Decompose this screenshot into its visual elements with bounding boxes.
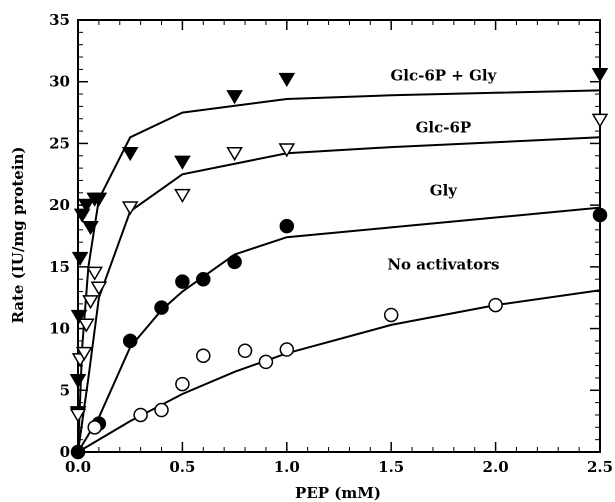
- fit-lines: [77, 89, 601, 453]
- fit-line: [77, 89, 601, 453]
- x-tick-label: 1.0: [274, 458, 300, 476]
- x-axis-title: PEP (mM): [295, 484, 381, 502]
- data-point: [122, 333, 138, 349]
- data-point: [196, 271, 211, 287]
- data-point: [279, 218, 295, 234]
- series-label: Glc-6P: [416, 118, 472, 136]
- data-point: [87, 420, 102, 435]
- data-point: [154, 300, 169, 315]
- x-tick-label: 0.5: [169, 458, 195, 476]
- series-label: No activators: [387, 255, 499, 273]
- y-tick-label: 10: [49, 320, 70, 338]
- data-point: [75, 346, 93, 362]
- y-tick-label: 25: [49, 134, 70, 152]
- data-point: [174, 188, 191, 204]
- x-tick-label: 2.0: [483, 458, 509, 476]
- data-point: [278, 143, 296, 158]
- y-tick-label: 20: [49, 196, 70, 214]
- plot-frame: [77, 19, 601, 453]
- fit-line: [77, 136, 601, 453]
- data-point: [226, 90, 243, 105]
- data-point: [78, 318, 95, 333]
- data-point: [78, 198, 95, 213]
- data-point: [82, 221, 99, 236]
- data-point: [278, 72, 296, 88]
- data-point: [73, 208, 91, 223]
- data-point: [237, 343, 253, 359]
- y-tick-label: 35: [49, 11, 70, 29]
- y-tick-label: 5: [60, 381, 70, 399]
- data-point: [133, 407, 148, 423]
- data-point: [227, 254, 242, 270]
- plot-border: [77, 19, 601, 453]
- y-axis-title: Rate (IU/mg protein): [9, 146, 27, 323]
- y-tick-label: 30: [49, 73, 70, 91]
- data-point: [82, 295, 99, 310]
- data-point: [121, 201, 139, 216]
- data-point: [174, 155, 191, 170]
- y-tick-label: 0: [60, 443, 70, 461]
- data-point: [591, 113, 609, 128]
- series-label: Gly: [430, 181, 459, 199]
- data-point: [70, 309, 88, 325]
- data-point: [154, 402, 169, 418]
- x-tick-label: 2.5: [587, 458, 613, 476]
- data-point: [258, 354, 274, 370]
- data-point: [175, 376, 190, 392]
- fit-line: [77, 289, 601, 453]
- data-point: [69, 408, 87, 423]
- data-point: [591, 67, 609, 83]
- data-point: [69, 374, 87, 389]
- data-point: [196, 348, 211, 363]
- data-point: [226, 146, 243, 162]
- fit-line: [77, 206, 601, 453]
- y-tick-label: 15: [49, 258, 70, 276]
- x-axis-ticks: 0.0 0.5 1.0 1.5 2.0 2.5: [65, 20, 613, 476]
- data-point: [488, 297, 503, 313]
- data-point: [86, 266, 104, 281]
- series-label: Glc-6P + Gly: [390, 66, 497, 84]
- data-point: [70, 444, 86, 460]
- data-point: [175, 274, 190, 289]
- x-tick-label: 1.5: [378, 458, 404, 476]
- y-axis-ticks: 0 5 10 15 20 25 30 35: [49, 11, 600, 461]
- data-point: [90, 281, 108, 296]
- data-markers: [69, 67, 609, 460]
- data-point: [121, 146, 139, 162]
- data-point: [592, 207, 608, 223]
- data-point: [71, 251, 89, 266]
- data-point: [90, 192, 108, 207]
- x-tick-label: 0.0: [65, 458, 91, 476]
- series-annotations: Glc-6P + Gly Glc-6P Gly No activators: [387, 66, 499, 273]
- data-point: [279, 342, 295, 357]
- data-point: [383, 307, 399, 323]
